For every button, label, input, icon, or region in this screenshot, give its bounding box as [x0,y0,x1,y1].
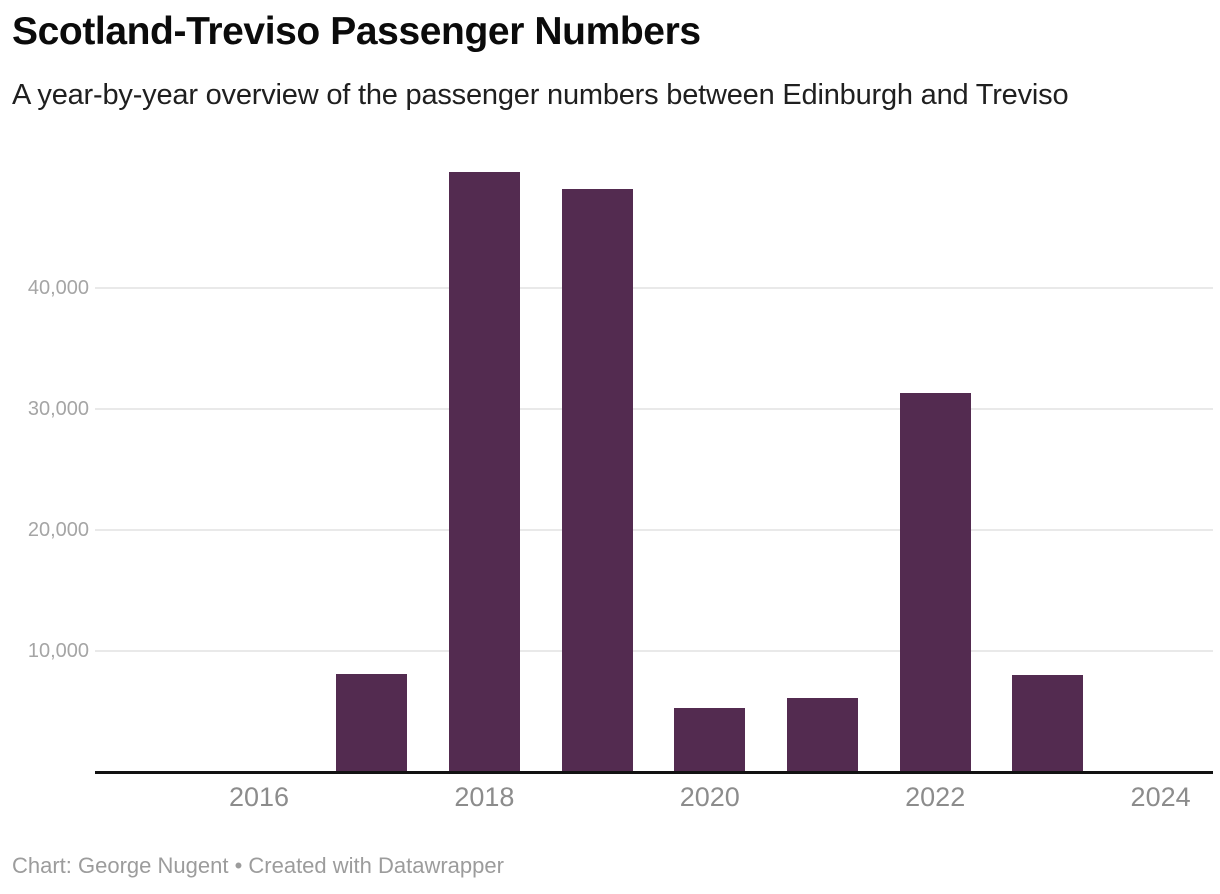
chart-title: Scotland-Treviso Passenger Numbers [12,10,701,53]
y-axis-tick-label: 20,000 [27,519,89,541]
chart-subtitle: A year-by-year overview of the passenger… [12,79,1069,111]
bar-2020 [674,707,746,772]
bar-2018 [448,171,520,772]
y-axis-tick-label: 40,000 [27,277,89,299]
x-axis-line [95,771,1213,774]
bar-2019 [561,188,633,772]
gridline-20000 [95,529,1213,531]
gridline-40000 [95,287,1213,289]
gridline-30000 [95,408,1213,410]
bar-2023 [1012,675,1084,772]
x-axis-tick-label: 2020 [679,782,740,812]
bar-2021 [787,698,858,772]
y-axis-tick-label: 10,000 [27,640,89,662]
x-axis-tick-label: 2022 [905,782,966,812]
y-axis-tick-label: 30,000 [27,398,89,420]
bar-2017 [336,673,408,772]
gridline-10000 [95,650,1213,652]
chart-byline: Chart: George Nugent • Created with Data… [12,853,504,878]
x-axis-tick-label: 2024 [1130,782,1191,812]
x-axis-tick-label: 2018 [454,782,515,812]
bar-2022 [899,393,971,772]
x-axis-tick-label: 2016 [228,782,290,812]
